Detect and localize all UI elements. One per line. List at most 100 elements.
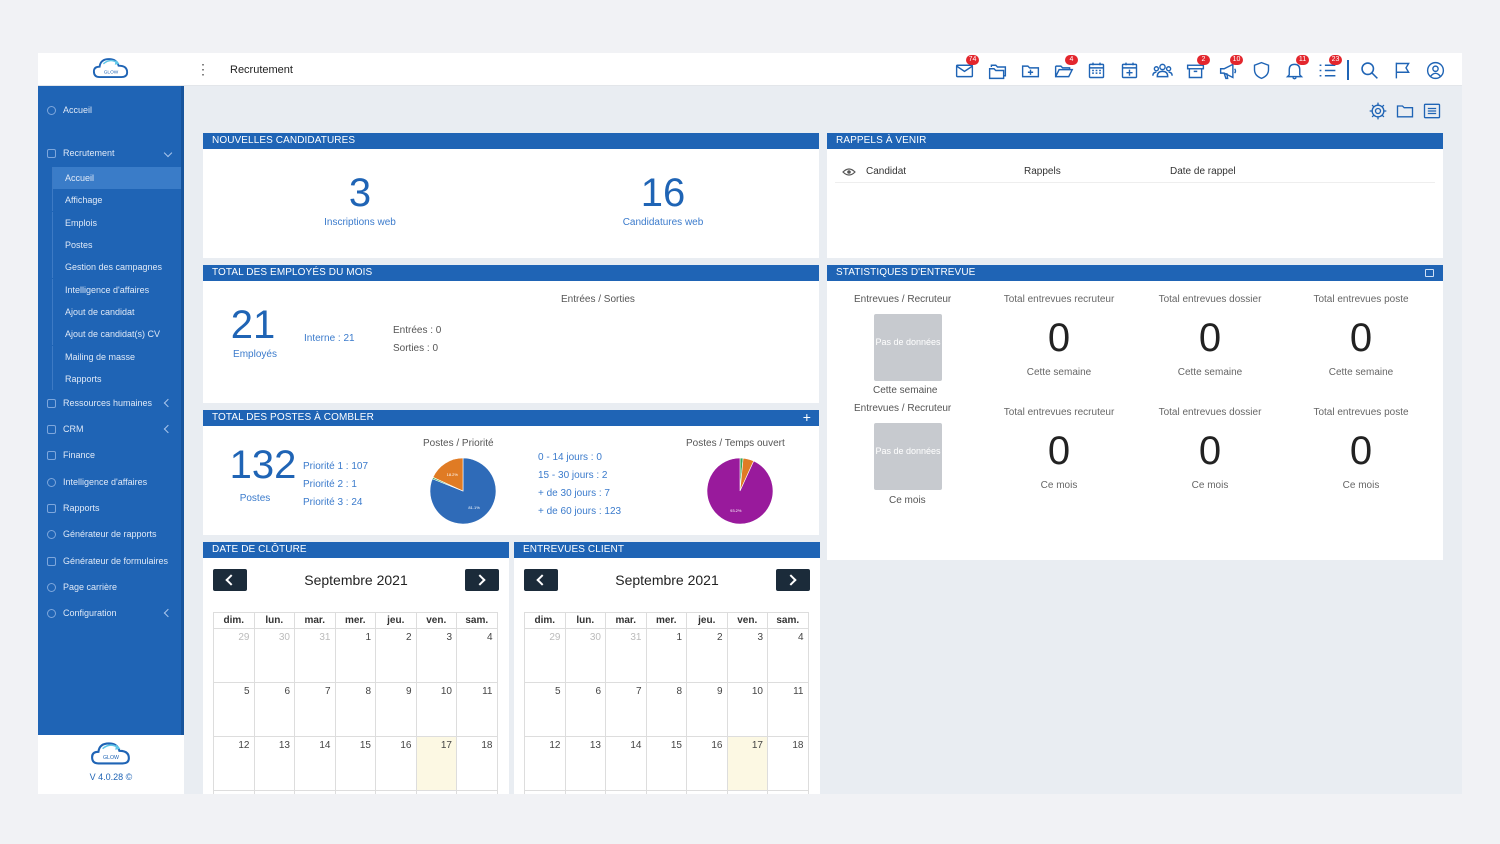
calendar-prev-button[interactable]	[213, 569, 247, 591]
pie-chart-temps-ouvert[interactable]: 93.2%	[705, 456, 775, 526]
calendar-day[interactable]: 24	[415, 790, 457, 794]
sidebar-subitem-postes[interactable]: Postes	[52, 234, 181, 256]
sidebar-subitem-intelligence[interactable]: Intelligence d'affaires	[52, 279, 181, 301]
sidebar-item-generateur-formulaires[interactable]: Générateur de formulaires	[38, 550, 181, 572]
box-icon[interactable]: 2	[1182, 55, 1210, 82]
calendar-day[interactable]: 22	[645, 790, 687, 794]
calendar-day[interactable]: 10	[415, 682, 457, 737]
calendar-day[interactable]: 5	[524, 682, 566, 737]
megaphone-icon[interactable]: 10	[1215, 55, 1243, 82]
menu-kebab-icon[interactable]: ⋮	[196, 61, 210, 77]
sidebar-item-finance[interactable]: Finance	[38, 444, 181, 466]
calendar-day[interactable]: 18	[456, 736, 498, 791]
calendar-day[interactable]: 12	[213, 736, 255, 791]
sidebar-subitem-campagnes[interactable]: Gestion des campagnes	[52, 256, 181, 278]
sidebar-item-page-carriere[interactable]: Page carrière	[38, 576, 181, 598]
calendar-day[interactable]: 20	[564, 790, 606, 794]
calendar-prev-button[interactable]	[524, 569, 558, 591]
calendar-day[interactable]: 2	[686, 628, 728, 683]
calendar-day[interactable]: 8	[645, 682, 687, 737]
calendar-day[interactable]: 23	[686, 790, 728, 794]
sidebar-subitem-ajout-cv[interactable]: Ajout de candidat(s) CV	[52, 323, 181, 345]
shield-icon[interactable]	[1248, 58, 1274, 82]
calendar-day[interactable]: 31	[294, 628, 336, 683]
calendar-day[interactable]: 31	[605, 628, 647, 683]
calendar-day[interactable]: 30	[564, 628, 606, 683]
calendar-day[interactable]: 3	[415, 628, 457, 683]
calendar-day[interactable]: 18	[767, 736, 809, 791]
calendar-day[interactable]: 21	[605, 790, 647, 794]
sidebar-item-rapports[interactable]: Rapports	[38, 497, 181, 519]
calendar-day[interactable]: 4	[767, 628, 809, 683]
mail-icon[interactable]: 74	[951, 55, 979, 82]
calendar-next-button[interactable]	[465, 569, 499, 591]
sidebar-item-crm[interactable]: CRM	[38, 418, 181, 440]
folder-open-icon[interactable]: 4	[1050, 55, 1078, 82]
calendar-day[interactable]: 9	[686, 682, 728, 737]
calendar-day[interactable]: 19	[213, 790, 255, 794]
calendar-day[interactable]: 17	[726, 736, 768, 791]
add-poste-button[interactable]: +	[802, 410, 811, 425]
calendar-day[interactable]: 1	[334, 628, 376, 683]
sidebar-subitem-mailing[interactable]: Mailing de masse	[52, 346, 181, 368]
calendar-day[interactable]: 15	[334, 736, 376, 791]
calendar-day[interactable]: 13	[564, 736, 606, 791]
calendar-day[interactable]: 5	[213, 682, 255, 737]
sidebar-item-configuration[interactable]: Configuration	[38, 602, 181, 624]
calendar-day[interactable]: 6	[564, 682, 606, 737]
list-icon[interactable]: 23	[1314, 55, 1342, 82]
search-icon[interactable]	[1356, 58, 1382, 82]
calendar-day[interactable]: 15	[645, 736, 687, 791]
folder-add-icon[interactable]	[1017, 58, 1043, 82]
calendar-icon[interactable]	[1425, 269, 1434, 277]
calendar-day[interactable]: 30	[253, 628, 295, 683]
sidebar-subitem-affichage[interactable]: Affichage	[52, 189, 181, 211]
calendar-day[interactable]: 21	[294, 790, 336, 794]
col-candidat[interactable]: Candidat	[866, 166, 907, 177]
pie-slice[interactable]	[706, 457, 774, 525]
calendar-day[interactable]: 12	[524, 736, 566, 791]
settings-gear-icon[interactable]	[1368, 101, 1388, 121]
list-view-icon[interactable]	[1422, 101, 1442, 121]
calendar-day[interactable]: 16	[375, 736, 417, 791]
bell-icon[interactable]: 11	[1281, 55, 1309, 82]
pie-chart-priorite[interactable]: 81.1% 18.2%	[428, 456, 498, 526]
calendar-day[interactable]: 16	[686, 736, 728, 791]
folders-icon[interactable]	[984, 58, 1010, 82]
calendar-next-button[interactable]	[776, 569, 810, 591]
calendar-day[interactable]: 19	[524, 790, 566, 794]
calendar-day[interactable]: 14	[605, 736, 647, 791]
calendar-day[interactable]: 8	[334, 682, 376, 737]
calendar-day[interactable]: 29	[524, 628, 566, 683]
calendar-day[interactable]: 11	[767, 682, 809, 737]
calendar-icon[interactable]	[1083, 58, 1109, 82]
col-date-rappel[interactable]: Date de rappel	[1170, 166, 1236, 177]
sidebar-item-generateur-rapports[interactable]: Générateur de rapports	[38, 523, 181, 545]
calendar-day[interactable]: 14	[294, 736, 336, 791]
folder-icon[interactable]	[1395, 101, 1415, 121]
calendar-day[interactable]: 25	[456, 790, 498, 794]
glow-logo-icon[interactable]: GLOW	[92, 56, 130, 83]
user-circle-icon[interactable]	[1422, 58, 1448, 82]
calendar-day[interactable]: 2	[375, 628, 417, 683]
calendar-add-icon[interactable]	[1116, 58, 1142, 82]
col-rappels[interactable]: Rappels	[1024, 166, 1061, 177]
sidebar-item-recrutement[interactable]: Recrutement	[38, 142, 181, 164]
calendar-day[interactable]: 10	[726, 682, 768, 737]
sidebar-item-intelligence[interactable]: Intelligence d'affaires	[38, 471, 181, 493]
calendar-day[interactable]: 13	[253, 736, 295, 791]
pie-slice[interactable]	[432, 457, 464, 492]
users-icon[interactable]	[1149, 58, 1175, 82]
calendar-day[interactable]: 3	[726, 628, 768, 683]
calendar-day[interactable]: 22	[334, 790, 376, 794]
calendar-day[interactable]: 4	[456, 628, 498, 683]
sidebar-subitem-emplois[interactable]: Emplois	[52, 212, 181, 234]
calendar-day[interactable]: 11	[456, 682, 498, 737]
calendar-day[interactable]: 25	[767, 790, 809, 794]
calendar-day[interactable]: 7	[605, 682, 647, 737]
sidebar-subitem-accueil[interactable]: Accueil	[52, 167, 181, 189]
sidebar-item-ressources-humaines[interactable]: Ressources humaines	[38, 392, 181, 414]
calendar-day[interactable]: 20	[253, 790, 295, 794]
eye-icon[interactable]	[842, 167, 856, 177]
calendar-day[interactable]: 24	[726, 790, 768, 794]
